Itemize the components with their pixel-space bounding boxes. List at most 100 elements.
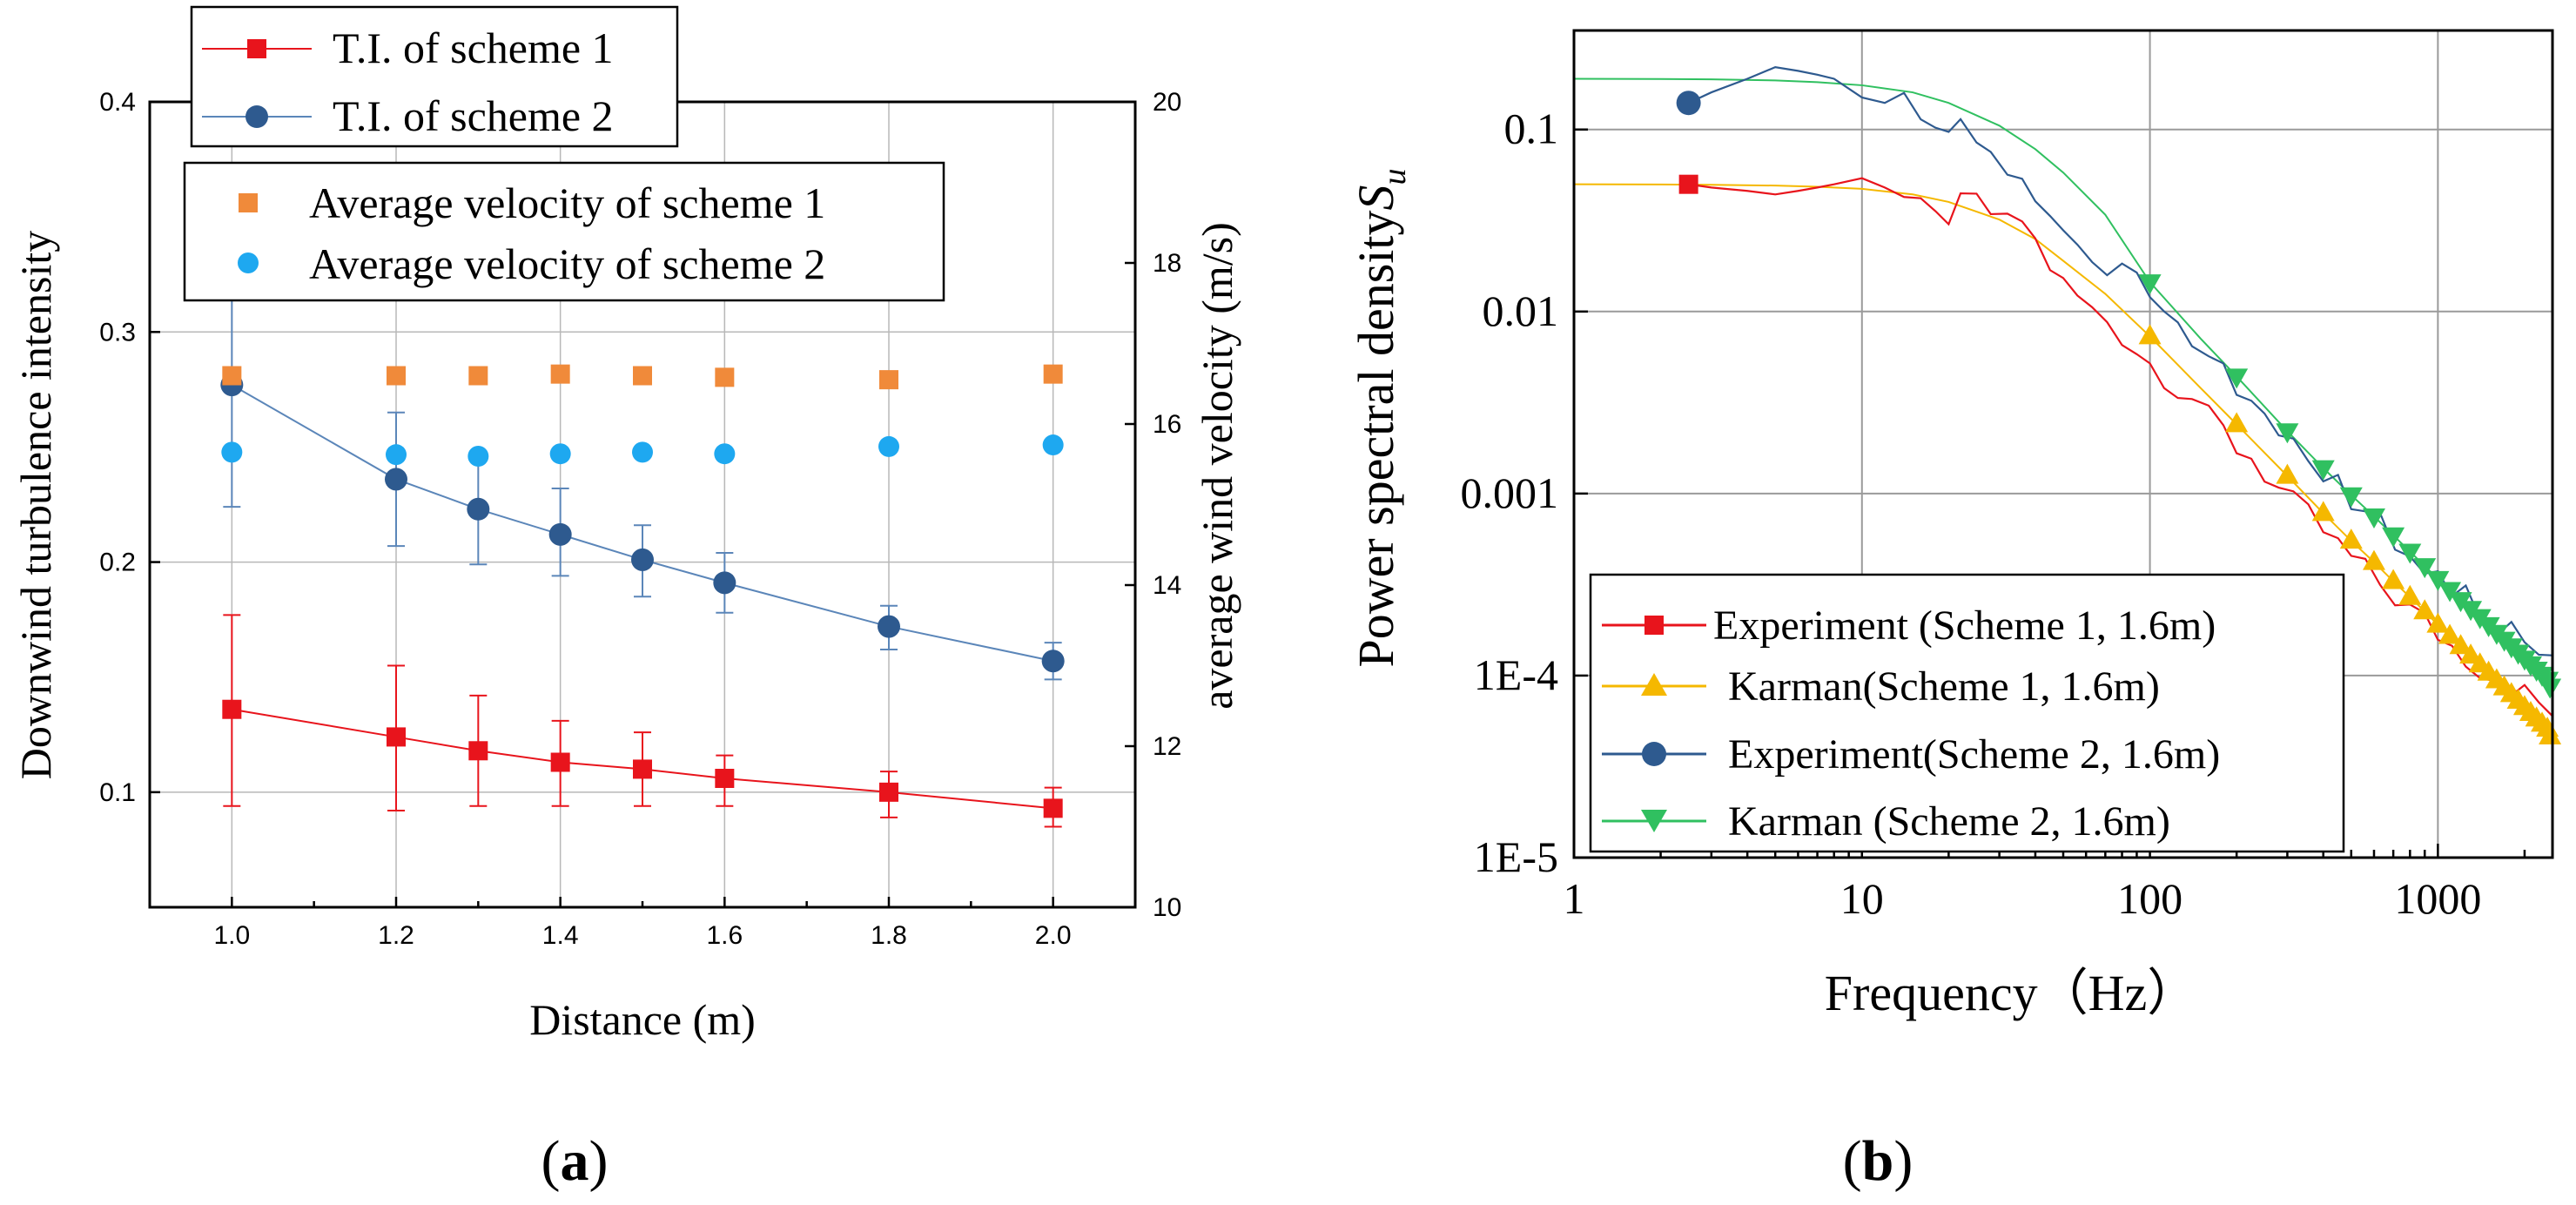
data-point — [632, 441, 653, 463]
chart-b-data-point — [2426, 612, 2450, 633]
chart-b-markers — [1676, 91, 2562, 744]
chart-b-x-tick-label: 1000 — [2394, 874, 2481, 923]
data-point — [714, 443, 736, 465]
chart-a-error-bars — [223, 259, 1062, 828]
legend-ti2-marker-swatch — [245, 105, 268, 128]
chart-b-legend: Experiment (Scheme 1, 1.6m) Karman(Schem… — [1589, 573, 2345, 853]
legend-vel2-label: Average velocity of scheme 2 — [309, 239, 825, 288]
data-point — [879, 782, 898, 802]
chart-b-x-tick-label: 1 — [1564, 874, 1585, 923]
data-point — [468, 741, 488, 761]
chart-b-data-point — [2382, 569, 2405, 589]
chart-a-x-tick-label: 1.8 — [871, 921, 907, 950]
data-point — [550, 364, 570, 384]
data-point — [715, 367, 735, 387]
panel-label-a: (a) — [541, 1129, 609, 1193]
chart-b-data-point — [2276, 423, 2299, 444]
legend-b-exp1-label: Experiment (Scheme 1, 1.6m) — [1713, 602, 2216, 649]
chart-a-y2-axis-title: average wind velocity (m/s) — [1193, 222, 1241, 710]
chart-b-y-axis-title-text: Power spectral density — [1348, 210, 1404, 667]
chart-b-data-point — [2362, 508, 2385, 528]
legend-b-karman1-label: Karman(Scheme 1, 1.6m) — [1728, 663, 2160, 710]
data-point — [1043, 798, 1063, 818]
chart-a: 1.0 1.2 1.4 1.6 1.8 2.0 0.1 0.2 0.3 0.4 10 12 14 16 18… — [11, 5, 1241, 1193]
chart-b-data-point — [2413, 599, 2437, 620]
chart-b-data-point — [2413, 558, 2437, 579]
data-point — [387, 727, 406, 747]
legend-vel2-marker-swatch — [238, 252, 259, 273]
series-line-1 — [232, 708, 1053, 810]
chart-b-y-tick-label: 0.1 — [1504, 104, 1559, 153]
data-point — [633, 759, 652, 779]
chart-b-data-point — [2426, 570, 2450, 591]
panel-label-b-letter: b — [1862, 1129, 1894, 1193]
chart-b-data-point — [2539, 678, 2562, 699]
data-point — [1043, 364, 1063, 384]
data-point — [222, 366, 242, 386]
data-point — [467, 497, 490, 521]
data-point — [1041, 650, 1065, 673]
chart-a-y-tick-label: 0.2 — [99, 549, 136, 577]
chart-b-data-point — [1678, 174, 1698, 194]
data-point — [713, 571, 736, 595]
legend-b-exp2-marker-swatch — [1642, 742, 1666, 766]
chart-b-legend-box — [1589, 573, 2345, 853]
chart-b-y-axis-symbol: S — [1348, 185, 1404, 210]
chart-a-legend-ti: T.I. of scheme 1 T.I. of scheme 2 — [190, 5, 679, 148]
chart-a-y2-tick-label: 16 — [1153, 410, 1181, 439]
chart-a-x-tick-label: 2.0 — [1035, 921, 1072, 950]
legend-b-karman2-marker-swatch — [1641, 810, 1667, 832]
legend-ti1-label: T.I. of scheme 1 — [333, 24, 614, 72]
chart-b-data-point — [2339, 487, 2363, 508]
data-point — [386, 444, 407, 466]
legend-ti1-marker-swatch — [247, 39, 266, 58]
chart-b-data-point — [2276, 463, 2299, 484]
data-point — [387, 366, 406, 386]
data-point — [548, 522, 572, 546]
chart-a-y-tick-label: 0.3 — [99, 318, 136, 347]
legend-vel1-marker-swatch — [239, 193, 258, 212]
chart-b-y-tick-label: 0.001 — [1461, 468, 1559, 517]
chart-b-data-point — [1676, 91, 1701, 116]
legend-ti2-label: T.I. of scheme 2 — [333, 91, 614, 140]
chart-a-y2-tick-label: 10 — [1153, 893, 1181, 922]
chart-a-x-tick-label: 1.0 — [213, 921, 250, 950]
chart-b-data-point — [2225, 368, 2249, 389]
data-point — [1042, 434, 1064, 456]
chart-a-y2-tick-label: 12 — [1153, 732, 1181, 761]
chart-b-data-point — [2438, 582, 2462, 602]
chart-a-x-tick-label: 1.2 — [378, 921, 414, 950]
chart-b-y-tick-label: 1E-4 — [1474, 650, 1558, 699]
data-point — [631, 548, 654, 571]
series-line-2 — [231, 384, 1053, 663]
data-point — [878, 615, 900, 638]
chart-b-data-point — [2138, 274, 2162, 295]
data-point — [468, 366, 488, 386]
chart-a-y2-tick-label: 14 — [1153, 571, 1181, 600]
chart-b-data-point — [2449, 634, 2472, 655]
chart-b-data-point — [2398, 543, 2422, 564]
chart-b-data-point — [2225, 412, 2249, 433]
chart-a-legend-velocity-box — [183, 161, 945, 302]
chart-b-x-axis-title: Frequency（Hz） — [1825, 965, 2197, 1021]
chart-b: 1 10 100 1000 1E-5 1E-4 0.001 0.01 0.1 Frequency… — [1348, 29, 2562, 1193]
chart-a-x-tick-label: 1.4 — [542, 921, 579, 950]
chart-b-y-tick-label: 0.01 — [1483, 286, 1559, 335]
chart-a-y-tick-label: 0.4 — [99, 88, 136, 117]
chart-b-data-point — [2398, 584, 2422, 605]
chart-a-markers — [220, 364, 1065, 818]
legend-b-karman1-marker-swatch — [1641, 673, 1667, 696]
data-point — [550, 752, 570, 772]
data-point — [385, 468, 407, 491]
chart-a-x-axis-title: Distance (m) — [529, 995, 756, 1044]
chart-b-data-point — [2539, 724, 2562, 744]
data-point — [222, 699, 242, 719]
legend-b-karman2-label: Karman (Scheme 2, 1.6m) — [1728, 798, 2170, 845]
data-point — [549, 443, 571, 465]
data-point — [221, 441, 243, 463]
legend-b-exp1-marker-swatch — [1644, 616, 1664, 635]
data-point — [879, 370, 898, 390]
chart-a-legend-ti-box — [190, 5, 679, 148]
chart-a-y2-tick-label: 18 — [1153, 249, 1181, 278]
